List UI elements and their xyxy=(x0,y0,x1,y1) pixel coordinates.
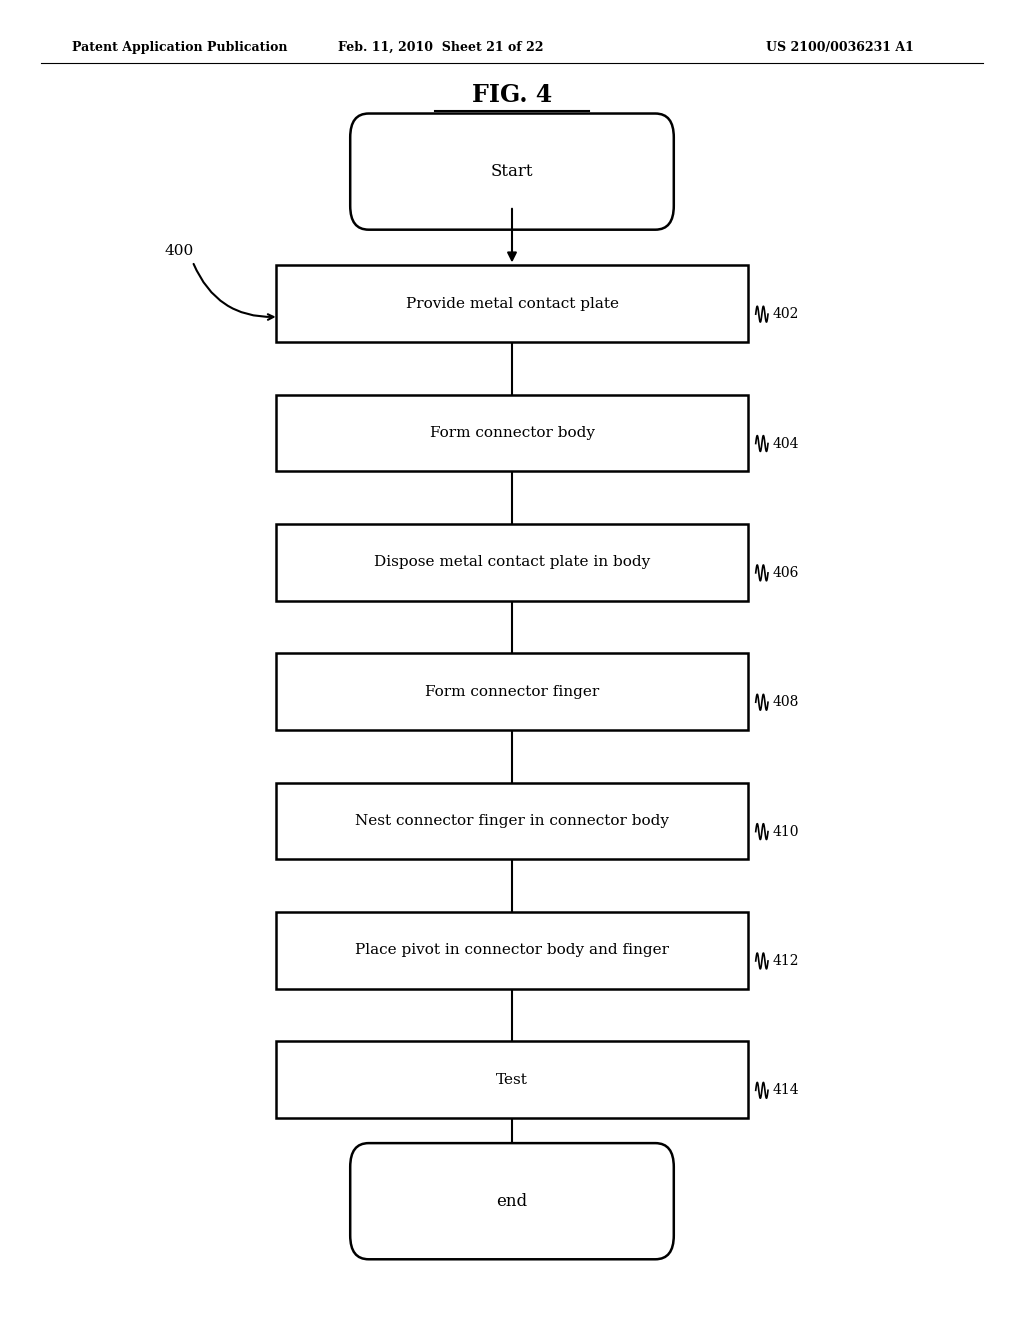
Text: 404: 404 xyxy=(772,437,799,450)
Text: 410: 410 xyxy=(772,825,799,838)
Text: Form connector body: Form connector body xyxy=(429,426,595,440)
FancyBboxPatch shape xyxy=(350,114,674,230)
Text: Test: Test xyxy=(496,1073,528,1086)
Text: 406: 406 xyxy=(772,566,799,579)
Bar xyxy=(276,395,748,471)
FancyBboxPatch shape xyxy=(350,1143,674,1259)
Text: 400: 400 xyxy=(165,244,194,257)
Text: Form connector finger: Form connector finger xyxy=(425,685,599,698)
Text: Dispose metal contact plate in body: Dispose metal contact plate in body xyxy=(374,556,650,569)
Bar xyxy=(276,1041,748,1118)
Text: end: end xyxy=(497,1193,527,1209)
Bar xyxy=(276,524,748,601)
Text: Provide metal contact plate: Provide metal contact plate xyxy=(406,297,618,310)
Text: Patent Application Publication: Patent Application Publication xyxy=(72,41,287,54)
Text: 402: 402 xyxy=(772,308,799,321)
Text: Start: Start xyxy=(490,164,534,180)
Bar xyxy=(276,653,748,730)
Text: US 2100/0036231 A1: US 2100/0036231 A1 xyxy=(766,41,913,54)
Text: 408: 408 xyxy=(772,696,799,709)
Text: Place pivot in connector body and finger: Place pivot in connector body and finger xyxy=(355,944,669,957)
Text: 412: 412 xyxy=(772,954,799,968)
Bar xyxy=(276,912,748,989)
Text: 414: 414 xyxy=(772,1084,799,1097)
Bar xyxy=(276,265,748,342)
Text: Feb. 11, 2010  Sheet 21 of 22: Feb. 11, 2010 Sheet 21 of 22 xyxy=(338,41,543,54)
Text: FIG. 4: FIG. 4 xyxy=(472,83,552,107)
Text: Nest connector finger in connector body: Nest connector finger in connector body xyxy=(355,814,669,828)
Bar xyxy=(276,783,748,859)
